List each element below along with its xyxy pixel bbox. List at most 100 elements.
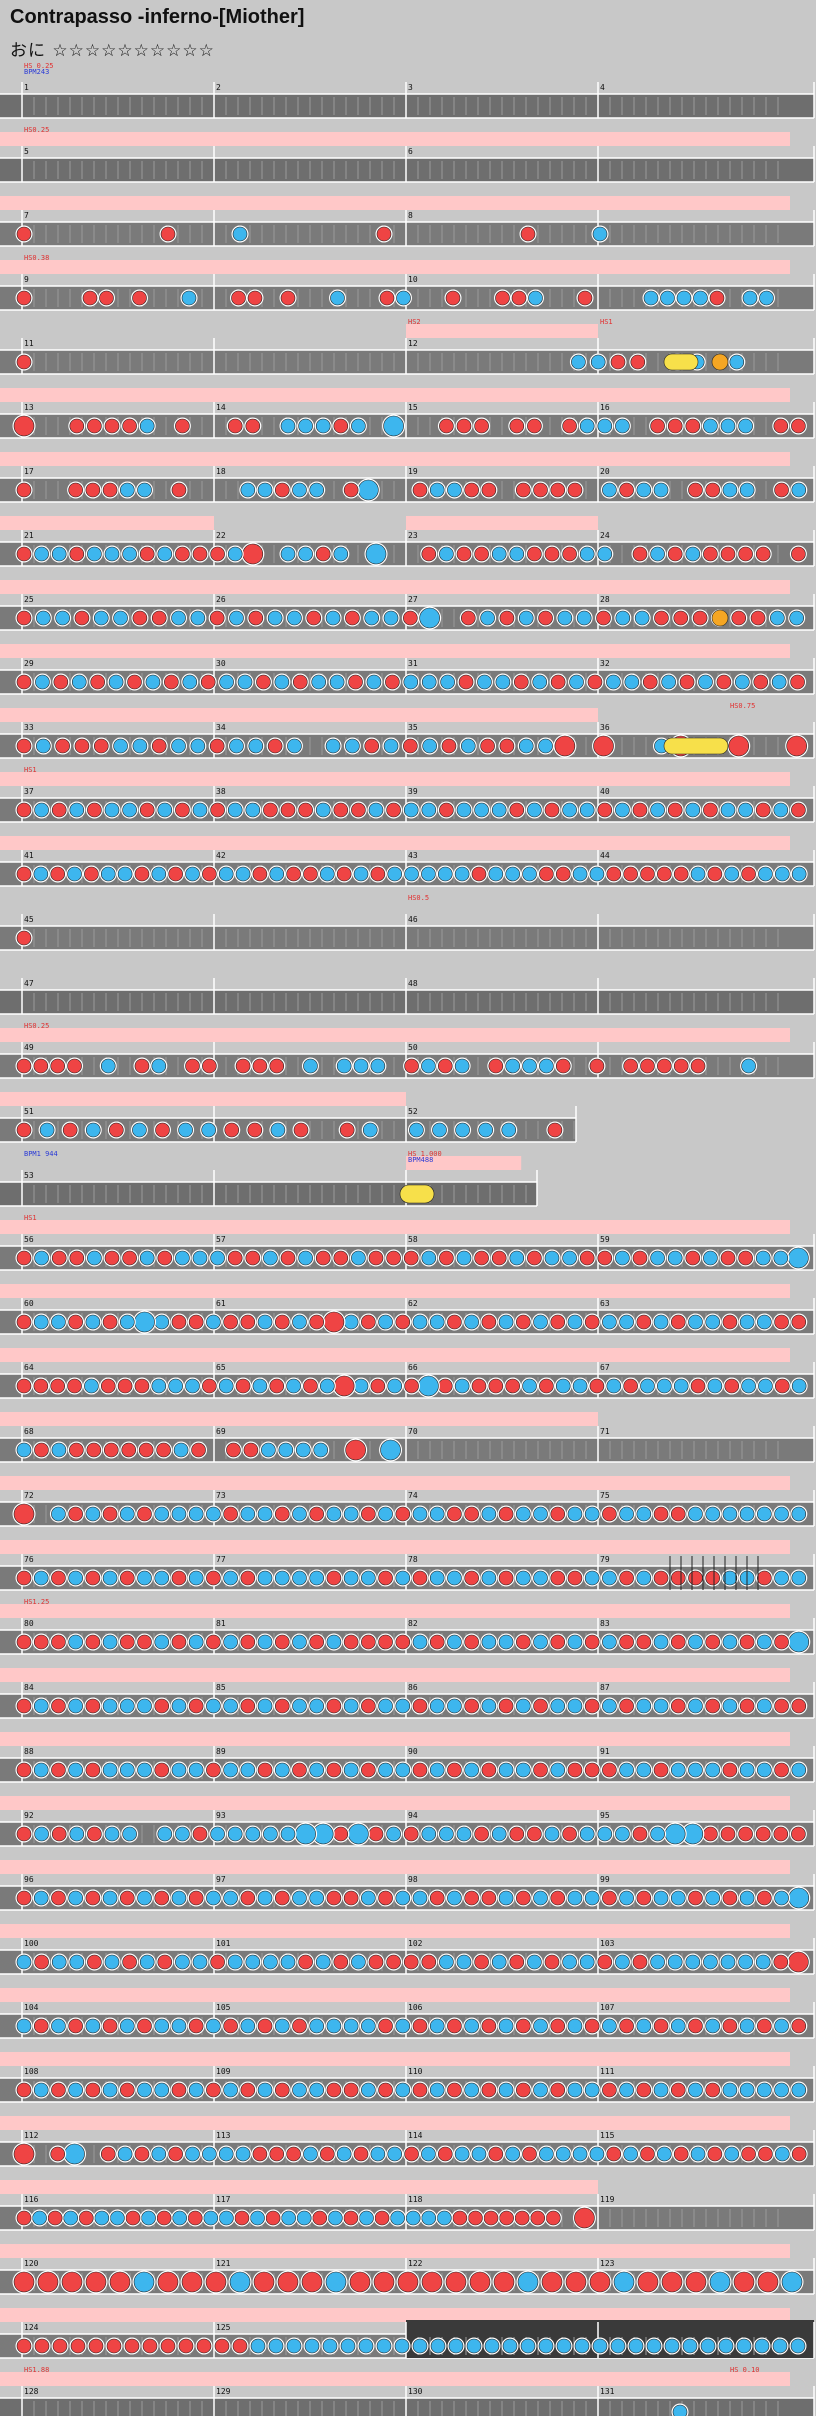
don-note bbox=[567, 482, 583, 498]
measure-number: 66 bbox=[408, 1363, 418, 1372]
don-note bbox=[109, 1122, 124, 1138]
don-note bbox=[757, 2271, 779, 2293]
ka-note bbox=[295, 1823, 316, 1845]
ka-note bbox=[439, 1826, 454, 1842]
lane bbox=[0, 990, 814, 1014]
ka-note bbox=[261, 1442, 276, 1458]
don-note bbox=[373, 2271, 395, 2293]
don-note bbox=[51, 802, 67, 818]
don-note bbox=[16, 1314, 32, 1330]
don-note bbox=[68, 2018, 83, 2034]
don-note bbox=[16, 226, 32, 242]
don-note bbox=[263, 802, 278, 818]
ka-note bbox=[688, 1314, 703, 1330]
don-note bbox=[516, 482, 531, 498]
ka-note bbox=[741, 1378, 756, 1394]
measure-number: 109 bbox=[216, 2067, 231, 2076]
don-note bbox=[16, 1762, 32, 1778]
don-note bbox=[673, 866, 689, 882]
ka-note bbox=[412, 1890, 428, 1906]
don-note bbox=[245, 418, 261, 434]
don-note bbox=[240, 1890, 256, 1906]
ka-note bbox=[703, 418, 718, 434]
ka-note bbox=[460, 738, 476, 754]
don-note bbox=[240, 1570, 256, 1586]
don-note bbox=[139, 546, 155, 562]
ka-note bbox=[567, 1890, 583, 1906]
ka-note bbox=[315, 418, 331, 434]
don-note bbox=[323, 1311, 345, 1333]
don-note bbox=[589, 2271, 611, 2293]
ka-note bbox=[63, 2210, 79, 2226]
ka-note bbox=[326, 2018, 342, 2034]
ka-note bbox=[550, 1698, 566, 1714]
don-note bbox=[606, 866, 622, 882]
ka-note bbox=[421, 674, 437, 690]
don-note bbox=[326, 2082, 342, 2098]
don-note bbox=[69, 418, 85, 434]
ka-note bbox=[705, 1506, 720, 1522]
ka-note bbox=[576, 610, 592, 626]
ka-note bbox=[333, 546, 349, 562]
don-note bbox=[471, 1378, 487, 1394]
ka-note bbox=[682, 2338, 698, 2354]
don-note bbox=[50, 1378, 66, 1394]
gogo-band bbox=[0, 1732, 790, 1746]
don-note bbox=[51, 1762, 66, 1778]
ka-note bbox=[35, 674, 50, 690]
ka-note bbox=[619, 2082, 634, 2098]
gogo-band bbox=[0, 132, 790, 146]
ka-note bbox=[157, 802, 173, 818]
ka-note bbox=[456, 1250, 472, 1266]
don-note bbox=[333, 1375, 355, 1397]
ka-note bbox=[68, 1890, 83, 1906]
ka-note bbox=[688, 1762, 703, 1778]
don-note bbox=[16, 802, 32, 818]
don-note bbox=[499, 610, 515, 626]
ka-note bbox=[703, 1250, 718, 1266]
ka-note bbox=[522, 1378, 537, 1394]
ka-note bbox=[378, 1314, 393, 1330]
ka-note bbox=[650, 1826, 665, 1842]
don-note bbox=[157, 1954, 173, 1970]
don-note bbox=[509, 1954, 525, 1970]
ka-note bbox=[790, 2338, 806, 2354]
don-note bbox=[481, 2082, 497, 2098]
don-note bbox=[67, 1058, 82, 1074]
don-note bbox=[345, 610, 360, 626]
ka-note bbox=[223, 1890, 238, 1906]
ka-note bbox=[533, 1506, 548, 1522]
don-note bbox=[157, 1250, 173, 1266]
measure-number: 48 bbox=[408, 979, 418, 988]
ka-note bbox=[36, 610, 51, 626]
ka-note bbox=[154, 1506, 170, 1522]
ka-note bbox=[741, 1058, 756, 1074]
don-note bbox=[460, 610, 476, 626]
measure-number: 115 bbox=[600, 2131, 615, 2140]
don-note bbox=[62, 1122, 78, 1138]
don-note bbox=[85, 1634, 101, 1650]
gogo-band bbox=[0, 580, 790, 594]
ka-note bbox=[102, 2082, 118, 2098]
ka-note bbox=[555, 1378, 571, 1394]
don-note bbox=[345, 1439, 366, 1461]
ka-note bbox=[34, 546, 49, 562]
measure-number: 26 bbox=[216, 595, 226, 604]
ka-note bbox=[619, 1890, 634, 1906]
gogo-band bbox=[0, 388, 790, 402]
don-note bbox=[134, 1378, 150, 1394]
measure-number: 32 bbox=[600, 659, 610, 668]
ka-note bbox=[134, 1311, 155, 1333]
ka-note bbox=[505, 1058, 520, 1074]
don-note bbox=[555, 866, 571, 882]
ka-note bbox=[774, 1506, 789, 1522]
ka-note bbox=[32, 2210, 47, 2226]
measure-number: 73 bbox=[216, 1491, 226, 1500]
ka-note bbox=[348, 1823, 369, 1845]
ka-note bbox=[533, 1634, 548, 1650]
don-note bbox=[13, 415, 35, 437]
ka-note bbox=[505, 2146, 520, 2162]
ka-note bbox=[422, 738, 437, 754]
don-note bbox=[206, 2082, 221, 2098]
measure-number: 76 bbox=[24, 1555, 34, 1564]
